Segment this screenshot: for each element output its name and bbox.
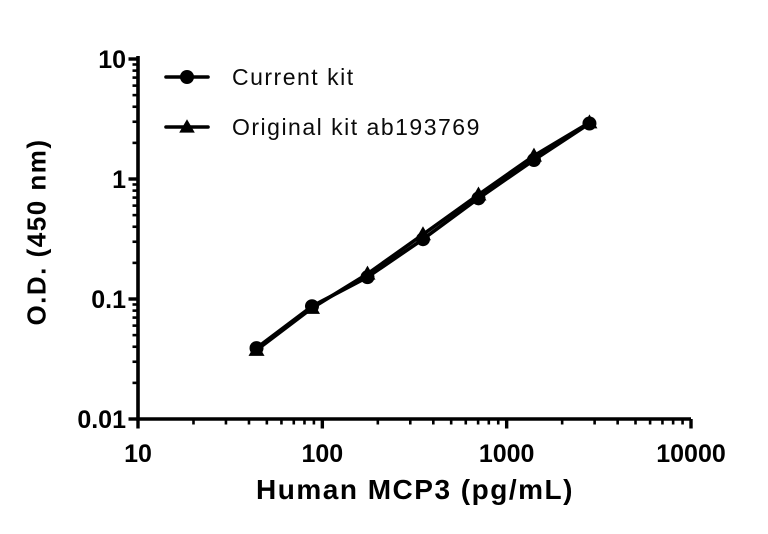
- legend-item-label: Original kit ab193769: [232, 113, 481, 140]
- y-tick-label: 0.1: [91, 286, 126, 314]
- legend-item-current-kit: Current kit: [164, 52, 481, 102]
- circle-marker: [249, 341, 264, 356]
- x-ticks: [136, 419, 693, 429]
- legend-item-label: Current kit: [232, 63, 355, 90]
- y-axis-title: O.D. (450 nm): [21, 138, 52, 326]
- x-tick-label: 1000: [479, 440, 535, 468]
- legend-triangle-marker-icon: [164, 119, 210, 133]
- y-tick-label: 0.01: [77, 406, 126, 434]
- x-tick-label: 10: [124, 440, 152, 468]
- x-axis-title: Human MCP3 (pg/mL): [256, 474, 574, 505]
- legend-circle-marker-icon: [164, 70, 210, 84]
- circle-marker: [471, 191, 486, 206]
- y-tick-label: 10: [98, 46, 126, 74]
- y-ticks: [128, 57, 138, 421]
- legend-item-original-kit-ab193769: Original kit ab193769: [164, 102, 481, 152]
- y-tick-label: 1: [112, 166, 126, 194]
- circle-marker: [526, 152, 541, 167]
- series-current-kit-markers: [249, 116, 597, 356]
- x-tick-label: 100: [301, 440, 343, 468]
- circle-marker: [304, 299, 319, 314]
- circle-marker: [360, 270, 375, 285]
- legend: Current kit Original kit ab193769: [164, 52, 481, 152]
- x-tick-label: 10000: [656, 440, 726, 468]
- circle-marker: [582, 116, 597, 131]
- circle-marker: [415, 232, 430, 247]
